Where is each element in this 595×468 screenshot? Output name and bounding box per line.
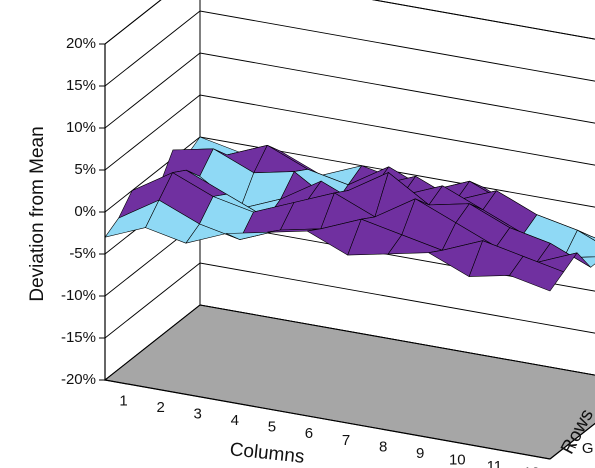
y-tick-label: 10%	[66, 119, 96, 136]
x-tick-label: 12	[523, 465, 540, 468]
gridline	[104, 10, 595, 87]
y-tick-labels: 20% 15% 10% 5% 0% -5% -10% -15% -20%	[61, 35, 96, 388]
gridline	[104, 94, 595, 171]
x-tick-label: 3	[194, 405, 202, 422]
y-tick-label: -20%	[61, 371, 96, 388]
y-tick-label: -10%	[61, 287, 96, 304]
surface-cell	[509, 255, 564, 292]
x-tick-label: 6	[305, 425, 313, 442]
x-tick-label: 10	[449, 452, 466, 468]
y-tick-label: 5%	[74, 161, 96, 178]
y-tick-label: 0%	[74, 203, 96, 220]
row-tick-labels: ADG	[582, 440, 594, 457]
y-tick-label: 20%	[66, 35, 96, 52]
x-tick-label: 2	[156, 399, 164, 416]
surface-plot	[104, 136, 595, 292]
row-tick-mark	[567, 444, 576, 449]
z-axis-line	[549, 422, 595, 460]
chart-axes	[99, 43, 595, 460]
x-tick-label: 11	[487, 458, 503, 468]
y-tick-label: -5%	[69, 245, 96, 262]
x-axis-line	[104, 379, 551, 460]
x-tick-label: 7	[342, 432, 350, 449]
gridline	[104, 262, 595, 339]
gridline	[104, 52, 595, 129]
x-tick-label: 5	[268, 419, 276, 436]
x-tick-label: 8	[379, 438, 387, 455]
gridline	[104, 0, 595, 45]
y-axis-title: Deviation from Mean	[27, 126, 48, 301]
y-tick-label: 15%	[66, 77, 96, 94]
x-tick-label: 1	[119, 392, 127, 409]
x-tick-label: 4	[231, 412, 239, 429]
y-tick-label: -15%	[61, 329, 96, 346]
x-tick-labels: 123456789101112	[119, 392, 539, 468]
gridline	[104, 304, 595, 381]
row-tick-label: G	[582, 440, 594, 457]
x-axis-title: Columns	[229, 439, 306, 468]
x-tick-label: 9	[416, 445, 424, 462]
